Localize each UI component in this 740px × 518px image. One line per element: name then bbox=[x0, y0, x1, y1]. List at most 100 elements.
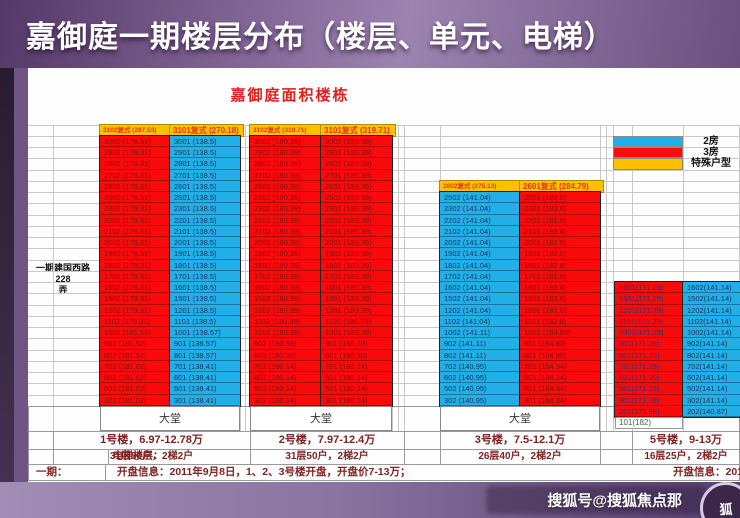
lobby-cell: 大堂 bbox=[100, 405, 240, 431]
opening-info-right: 开盘信息：201 bbox=[673, 466, 740, 478]
unit-cell: 1601 (180.39) bbox=[321, 282, 392, 293]
unit-cell: 602(141.14) bbox=[683, 372, 740, 383]
unit-cell: 501(171.29) bbox=[615, 383, 683, 394]
building-column: 1601(171.29) 1501(171.29) 1201(171.29) 1101… bbox=[615, 282, 683, 417]
complex-header-cell: 3101复式 (270.18) bbox=[170, 124, 243, 136]
unit-cell: 1102 (180.39) bbox=[250, 316, 321, 327]
unit-cell: 701(171.29) bbox=[615, 361, 683, 372]
unit-cell: 2501 (180.39) bbox=[321, 192, 392, 203]
table-border-line bbox=[440, 431, 441, 464]
unit-cell: 2901 (180.39) bbox=[321, 147, 392, 158]
unit-cell: 1202(141.14) bbox=[683, 305, 740, 316]
unit-cell: 1201 (180.39) bbox=[321, 305, 392, 316]
table-border-line bbox=[53, 431, 54, 464]
complex-header-cell: 3102复式 (287.53) bbox=[100, 124, 173, 136]
unit-cell: 3001 (180.39) bbox=[321, 136, 392, 147]
unit-cell: 1501 (180.39) bbox=[321, 293, 392, 304]
unit-cell: 601 (138.41) bbox=[170, 372, 240, 383]
unit-cell: 902 (180.39) bbox=[250, 338, 321, 349]
unit-cell: 1702 (179.31) bbox=[100, 271, 170, 282]
watermark-text: 搜狐号@搜狐焦点那 bbox=[547, 492, 682, 510]
unit-cell: 2801 (180.39) bbox=[321, 158, 392, 169]
unit-cell: 1101 (180.39) bbox=[321, 316, 392, 327]
unit-cell: 3001 (138.5) bbox=[170, 136, 240, 147]
unit-cell: 2301 (182.6) bbox=[520, 203, 600, 214]
unit-cell: 1501 (138.5) bbox=[170, 293, 240, 304]
legend-label: 特殊户型 bbox=[691, 158, 731, 170]
title-banner: 嘉御庭一期楼层分布（楼层、单元、电梯） bbox=[0, 0, 740, 68]
unit-cell: 2802 (179.31) bbox=[100, 158, 170, 169]
elevator-row-label: 电梯楼层： bbox=[113, 451, 163, 462]
price-range-cell: 5号楼，9-13万 bbox=[649, 434, 723, 446]
unit-cell: 2302 (180.39) bbox=[250, 203, 321, 214]
legend-swatch bbox=[613, 135, 683, 147]
unit-cell: 1202 (141.04) bbox=[440, 305, 520, 316]
unit-cell: 1001 (138.57) bbox=[170, 327, 240, 338]
unit-cell: 1802 (141.04) bbox=[440, 260, 520, 271]
unit-cell: 802 (181.52) bbox=[100, 350, 170, 361]
unit-cell: 2902 (179.31) bbox=[100, 147, 170, 158]
unit-cell: 301(171.29) bbox=[615, 395, 683, 406]
unit-cell: 802(141.14) bbox=[683, 350, 740, 361]
gridline bbox=[245, 124, 246, 431]
gridline bbox=[404, 124, 405, 431]
legend-label: 2房 bbox=[703, 135, 719, 147]
unit-cell: 2102 (180.39) bbox=[250, 226, 321, 237]
unit-cell: 301 (184.34) bbox=[520, 395, 600, 406]
unit-cell: 801 (180.39) bbox=[321, 350, 392, 361]
unit-cell: 1002 (180.39) bbox=[250, 327, 321, 338]
unit-cell: 302 (140.95) bbox=[440, 395, 520, 406]
building-column: 2501 (182.6) 2301 (182.6) 2201 (182.6) 2101… bbox=[520, 192, 600, 406]
unit-cell: 502 (140.95) bbox=[440, 383, 520, 394]
price-range-cell: 1号楼，6.97-12.78万 bbox=[100, 434, 203, 446]
unit-cell: 801 (138.57) bbox=[170, 350, 240, 361]
unit-cell: 2101 (182.6) bbox=[520, 226, 600, 237]
phase-label: 一期： bbox=[36, 466, 68, 478]
unit-cell: 2001 (180.39) bbox=[321, 237, 392, 248]
unit-cell: 2001 (138.5) bbox=[170, 237, 240, 248]
unit-cell: 602 (180.14) bbox=[250, 372, 321, 383]
unit-cell: 301 (138.41) bbox=[170, 395, 240, 406]
unit-cell: 1801 (182.6) bbox=[520, 260, 600, 271]
gridline bbox=[683, 124, 684, 431]
elevator-info-cell: 31层50户，2梯2户 bbox=[285, 451, 369, 462]
elevator-info-cell: 26层40户，2梯2户 bbox=[478, 451, 562, 462]
watermark-shade bbox=[486, 486, 706, 514]
unit-cell: 2102 (141.04) bbox=[440, 226, 520, 237]
unit-cell: 2602 (179.31) bbox=[100, 181, 170, 192]
unit-cell: 601 (184.34) bbox=[520, 372, 600, 383]
unit-cell: 1701 (138.5) bbox=[170, 271, 240, 282]
unit-cell: 2501 (138.5) bbox=[170, 192, 240, 203]
building-column: 3001 (180.39) 2901 (180.39) 2801 (180.39) 2… bbox=[321, 135, 392, 406]
table-border-line bbox=[28, 405, 29, 480]
address-label: 一期建国西路228 弄 bbox=[35, 263, 90, 295]
unit-cell: 701 (138.41) bbox=[170, 361, 240, 372]
table-border-line bbox=[404, 431, 405, 464]
unit-cell: 701 (180.14) bbox=[321, 361, 392, 372]
unit-cell: 1901 (180.39) bbox=[321, 248, 392, 259]
unit-cell: 1501(171.29) bbox=[615, 293, 683, 304]
unit-cell: 602 (140.95) bbox=[440, 372, 520, 383]
unit-cell: 2201 (180.39) bbox=[321, 215, 392, 226]
bottom-strip: 搜狐号@搜狐焦点那 狐 bbox=[0, 482, 740, 518]
unit-cell: 1702 (141.04) bbox=[440, 271, 520, 282]
slide-title: 嘉御庭一期楼层分布（楼层、单元、电梯） bbox=[26, 21, 615, 54]
table-title: 嘉御庭面积楼栋 bbox=[230, 87, 350, 104]
unit-cell: 1701 (182.6) bbox=[520, 271, 600, 282]
unit-cell: 2501 (182.6) bbox=[520, 192, 600, 203]
unit-cell: 1201 (138.5) bbox=[170, 305, 240, 316]
complex-header-cell: 2601复式 (284.79) bbox=[520, 180, 603, 192]
gridline bbox=[613, 124, 614, 431]
unit-cell: 1602 (179.31) bbox=[100, 282, 170, 293]
unit-cell: 2202 (179.31) bbox=[100, 215, 170, 226]
unit-cell: 701 (184.34) bbox=[520, 361, 600, 372]
gridline bbox=[600, 124, 601, 431]
gridline bbox=[53, 124, 54, 431]
unit-cell: 902(141.14) bbox=[683, 338, 740, 349]
unit-cell: 1201 (182.6) bbox=[520, 305, 600, 316]
unit-cell: 1501 (182.6) bbox=[520, 293, 600, 304]
unit-cell: 301 (180.14) bbox=[321, 395, 392, 406]
unit-cell: 1901 (138.5) bbox=[170, 248, 240, 259]
unit-cell: 2701 (138.5) bbox=[170, 170, 240, 181]
unit-cell: 2301 (138.5) bbox=[170, 203, 240, 214]
